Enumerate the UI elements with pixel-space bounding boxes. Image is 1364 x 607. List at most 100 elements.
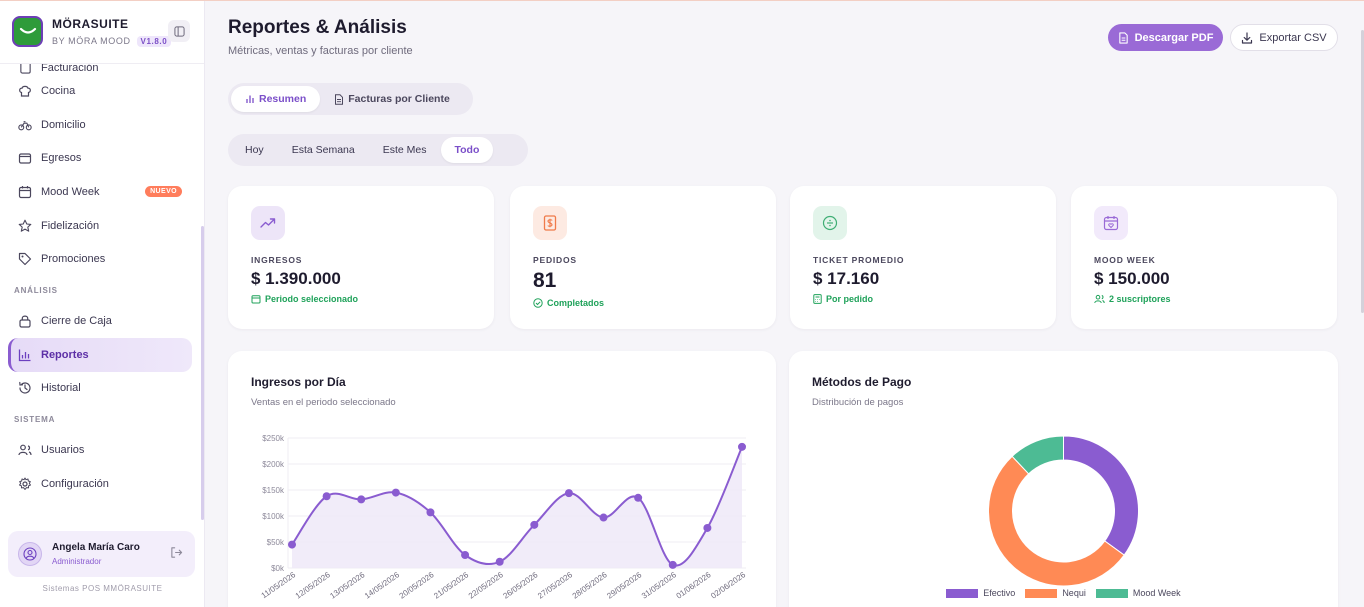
- sidebar-item-cierre-de-caja[interactable]: Cierre de Caja: [8, 304, 192, 338]
- stat-label: INGRESOS: [251, 255, 303, 265]
- y-tick-label: $100k: [262, 512, 285, 521]
- stat-label: MOOD WEEK: [1094, 255, 1156, 265]
- brand-logo: [12, 16, 43, 47]
- stat-note: Completados: [533, 298, 753, 308]
- legend-item-efectivo: Efectivo: [946, 588, 1015, 598]
- tag-icon: [18, 252, 32, 266]
- stat-value: $ 150.000: [1094, 269, 1170, 288]
- avatar: [18, 542, 42, 566]
- sidebar-item-label: Egresos: [41, 152, 82, 165]
- donut-slice-efectivo[interactable]: [1063, 435, 1139, 556]
- logout-icon: [171, 547, 183, 558]
- y-tick-label: $150k: [262, 486, 285, 495]
- area-fill: [292, 446, 742, 568]
- sidebar-nav: Facturación Cocina Domicilio Egresos Moo…: [8, 56, 192, 501]
- stat-card-pedidos: PEDIDOS 81 Completados: [510, 186, 776, 329]
- bar-chart-icon: [18, 348, 32, 362]
- legend-item-mood-week: Mood Week: [1095, 588, 1181, 598]
- legend-item-nequi: Nequi: [1025, 588, 1086, 598]
- sidebar-item-egresos[interactable]: Egresos: [8, 141, 192, 175]
- data-point[interactable]: [461, 551, 470, 559]
- calendar-icon: [251, 295, 261, 304]
- stat-value: $ 1.390.000: [251, 269, 341, 288]
- period-hoy[interactable]: Hoy: [245, 144, 264, 156]
- document-icon: [335, 93, 344, 105]
- data-point[interactable]: [391, 488, 400, 497]
- x-tick-label: 22/05/2026: [467, 570, 505, 601]
- data-point[interactable]: [634, 493, 643, 502]
- x-tick-label: 31/05/2026: [640, 570, 678, 601]
- sidebar-item-reportes[interactable]: Reportes: [8, 337, 192, 372]
- sidebar-item-historial[interactable]: Historial: [8, 372, 192, 406]
- period-todo[interactable]: Todo: [440, 137, 494, 163]
- donut-slice-mood-week[interactable]: [1011, 435, 1064, 475]
- sidebar-item-promociones[interactable]: Promociones: [8, 242, 192, 276]
- sidebar-item-cocina[interactable]: Cocina: [8, 74, 192, 108]
- data-point[interactable]: [530, 520, 539, 529]
- sidebar-collapse-icon: [173, 25, 185, 37]
- data-point[interactable]: [288, 540, 296, 549]
- sidebar-item-label: Configuración: [41, 477, 109, 490]
- tab-facturas-label: Facturas por Cliente: [348, 93, 450, 105]
- divide-icon: [813, 206, 847, 240]
- stat-value: $ 17.160: [813, 269, 880, 288]
- section-sistema: SISTEMA: [14, 415, 56, 425]
- y-tick-label: $200k: [262, 460, 285, 469]
- sidebar-item-mood-week[interactable]: Mood Week NUEVO: [8, 175, 192, 209]
- sidebar-item-label: Historial: [41, 382, 81, 395]
- export-csv-button[interactable]: Exportar CSV: [1230, 24, 1338, 51]
- sidebar-item-label: Cocina: [41, 84, 76, 97]
- x-tick-label: 21/05/2026: [432, 570, 470, 601]
- data-point[interactable]: [703, 523, 712, 532]
- sidebar-item-fidelizacion[interactable]: Fidelización: [8, 209, 192, 243]
- export-csv-label: Exportar CSV: [1259, 31, 1327, 44]
- trending-up-icon: [251, 206, 285, 240]
- period-esta-semana[interactable]: Esta Semana: [291, 144, 355, 156]
- data-point[interactable]: [599, 513, 608, 522]
- sidebar-item-configuracion[interactable]: Configuración: [8, 467, 192, 501]
- x-tick-label: 13/05/2026: [328, 570, 366, 601]
- gear-icon: [18, 477, 32, 491]
- donut-slice-nequi[interactable]: [988, 455, 1125, 587]
- y-tick-label: $0k: [271, 564, 285, 573]
- x-tick-label: 01/06/2026: [675, 570, 713, 601]
- payment-methods-donut-chart: [988, 435, 1139, 587]
- sidebar-collapse-button[interactable]: [168, 20, 190, 42]
- logout-button[interactable]: [170, 546, 183, 564]
- payment-methods-card: Métodos de Pago Distribución de pagos Ef…: [789, 351, 1338, 607]
- revenue-chart-card: Ingresos por Día Ventas en el periodo se…: [228, 351, 776, 607]
- tab-resumen[interactable]: Resumen: [231, 86, 321, 112]
- data-point[interactable]: [426, 508, 435, 517]
- data-point[interactable]: [738, 442, 746, 451]
- data-point[interactable]: [668, 560, 677, 569]
- download-pdf-button[interactable]: Descargar PDF: [1108, 24, 1223, 51]
- sidebar-item-domicilio[interactable]: Domicilio: [8, 108, 192, 142]
- history-icon: [18, 381, 32, 395]
- sidebar-scrollbar[interactable]: [201, 226, 204, 520]
- stat-card-mood-week: MOOD WEEK $ 150.000 2 suscriptores: [1071, 186, 1337, 329]
- legend-label: Nequi: [1062, 588, 1086, 598]
- wallet-icon: [18, 151, 32, 165]
- data-point[interactable]: [495, 557, 504, 566]
- revenue-line-chart: $0k $50k $100k $150k $200k $250k 11/05/202612/…: [260, 434, 748, 601]
- user-role: Administrador: [52, 557, 102, 566]
- data-point[interactable]: [322, 492, 331, 501]
- stat-note-text: Completados: [547, 298, 605, 308]
- version-badge: V1.8.0: [136, 35, 172, 47]
- page-scrollbar[interactable]: [1361, 30, 1364, 313]
- y-tick-label: $50k: [267, 538, 285, 547]
- tab-facturas-por-cliente[interactable]: Facturas por Cliente: [320, 86, 464, 112]
- x-tick-label: 14/05/2026: [363, 570, 401, 601]
- x-tick-label: 11/05/2026: [260, 570, 298, 600]
- sidebar-item-label: Reportes: [41, 348, 89, 361]
- users-icon: [1094, 294, 1105, 304]
- period-este-mes[interactable]: Este Mes: [382, 144, 427, 156]
- stat-note-text: 2 suscriptores: [1109, 294, 1171, 304]
- data-point[interactable]: [357, 495, 366, 504]
- sidebar-item-usuarios[interactable]: Usuarios: [8, 433, 192, 467]
- chart-title: Métodos de Pago: [812, 375, 912, 389]
- stat-value: 81: [533, 269, 557, 292]
- data-point[interactable]: [564, 489, 573, 498]
- lock-icon: [18, 314, 32, 328]
- user-card[interactable]: Angela María Caro Administrador: [8, 531, 195, 577]
